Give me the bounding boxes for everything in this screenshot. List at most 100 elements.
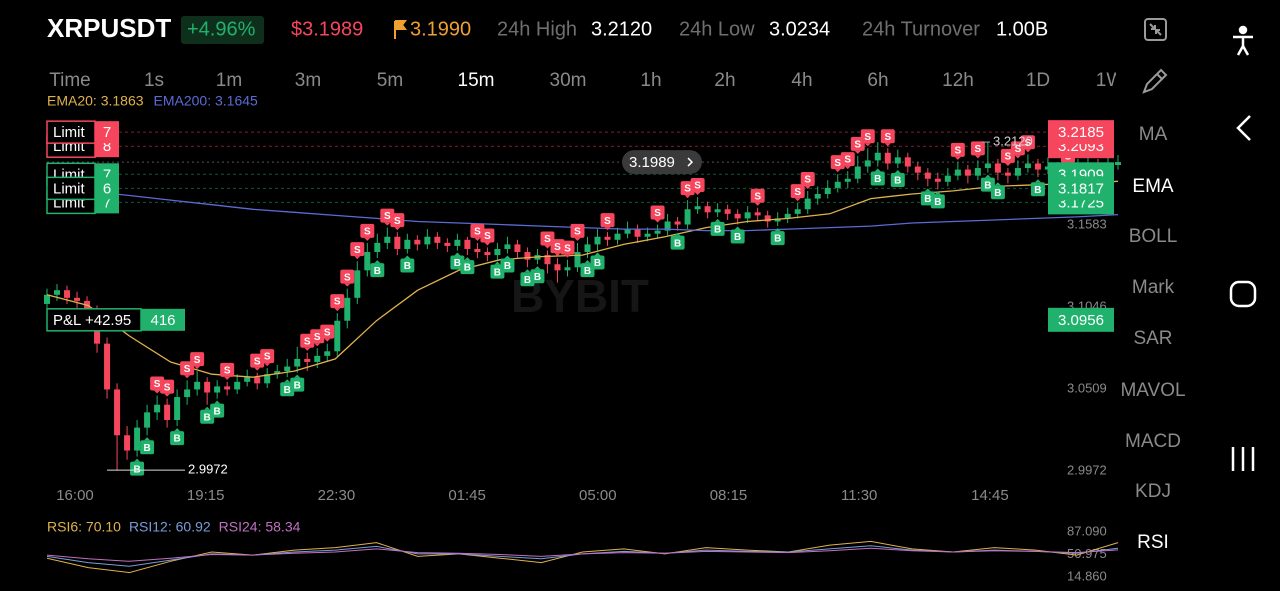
candle-body [674,221,681,225]
timeframe[interactable]: 1s [144,70,164,91]
candle-body [714,209,721,213]
trade-marker [460,260,475,275]
trade-marker-label: S [364,227,371,238]
x-tick-label: 05:00 [579,487,617,504]
candle-body [334,320,341,352]
indicator-tab[interactable]: EMA [1132,176,1174,197]
last-price: $3.1989 [291,18,363,40]
indicator-tab[interactable]: SAR [1133,328,1172,349]
timeframe[interactable]: 2h [714,70,735,91]
timeframe[interactable]: 1h [640,70,661,91]
draw-icon[interactable] [1142,68,1168,94]
trade-marker-label: B [1034,185,1041,196]
x-tick-label: 16:00 [56,487,94,504]
trade-marker [730,229,745,244]
indicator-tab[interactable]: KDJ [1135,481,1171,502]
trade-marker-pointer [934,191,941,195]
trade-marker-pointer [734,226,741,230]
trade-marker [340,269,355,284]
indicator-tab[interactable]: RSI [1137,532,1169,553]
rsi-legend: RSI6: 70.10 [47,519,121,535]
trade-marker-label: S [304,336,311,347]
y-tick-label: 50.975 [1067,546,1107,561]
trade-marker-label: S [154,379,161,390]
change: +4.96% [187,18,256,40]
candle-body [444,242,451,246]
trade-marker [710,221,725,236]
timeframe[interactable]: 15m [458,70,495,91]
trade-marker-pointer [264,363,271,367]
trade-marker [330,294,345,309]
candle-body [104,343,111,390]
nav-back[interactable] [1236,115,1251,141]
indicator-tab[interactable]: Mark [1132,277,1175,298]
nav-accessibility[interactable] [1233,25,1253,56]
candle-body [154,404,161,413]
candle-body [414,239,421,245]
indicator-tab[interactable]: MACD [1125,431,1181,452]
trade-marker-label: B [374,266,381,277]
trade-marker [570,223,585,238]
mark-price: 3.1990 [410,18,471,40]
candle-body [224,386,231,390]
candle-body [734,213,741,219]
position-qty-box [141,308,185,331]
candle-body [804,198,811,210]
timeframe[interactable]: 4h [791,70,812,91]
trade-marker-pointer [334,308,341,312]
trade-marker-label: S [544,234,551,245]
timeframe[interactable]: 1D [1026,70,1050,91]
trade-marker-label: B [464,263,471,274]
trade-marker [870,171,885,186]
trade-marker [790,184,805,199]
trade-marker-label: B [494,267,501,278]
timeframe[interactable]: 1m [216,70,242,91]
timeframe[interactable]: 30m [550,70,587,91]
timeframe[interactable]: 12h [942,70,974,91]
trade-marker-label: S [694,181,701,192]
timeframe[interactable]: 6h [867,70,888,91]
trade-marker [370,263,385,278]
candle-body [434,236,441,243]
candle-body [754,212,761,216]
trade-marker-label: B [874,174,881,185]
timeframe[interactable]: 1W [1096,70,1125,91]
trade-marker-label: S [394,216,401,227]
stat-label: 24h Turnover [862,18,980,40]
trade-marker-label: S [684,184,691,195]
timeframe[interactable]: Time [49,70,91,91]
trade-marker [220,362,235,377]
candle-body [404,239,411,249]
trade-marker [530,269,545,284]
trade-marker [560,240,575,255]
indicator-tab[interactable]: BOLL [1129,226,1178,247]
exit-fullscreen-icon[interactable] [1144,18,1167,41]
nav-recents[interactable] [1231,447,1255,471]
last-price-pill[interactable] [622,150,702,175]
trade-marker-pointer [324,338,331,342]
nav-home[interactable] [1229,280,1257,308]
trade-marker [170,431,185,446]
indicator-tab[interactable]: MA [1139,124,1168,145]
timeframe[interactable]: 3m [295,70,321,91]
candle-body [324,351,331,356]
order-qty-box [95,121,119,144]
trade-marker [840,152,855,167]
candle-body [904,157,911,167]
trade-marker-pointer [894,170,901,174]
candle-body [654,230,661,234]
trade-marker-label: S [955,146,962,157]
ema-legend: EMA200: 3.1645 [154,93,259,109]
candle-body [194,381,201,390]
trade-marker-pointer [484,242,491,246]
trade-marker-pointer [924,188,931,192]
timeframe[interactable]: 5m [377,70,403,91]
trade-marker-pointer [534,266,541,270]
symbol[interactable]: XRPUSDT [47,13,171,43]
stat-label: 24h High [497,18,577,40]
indicator-tab[interactable]: MAVOL [1120,380,1185,401]
trade-marker-label: S [564,243,571,254]
candle-body [514,244,521,253]
trade-marker-pointer [584,260,591,264]
